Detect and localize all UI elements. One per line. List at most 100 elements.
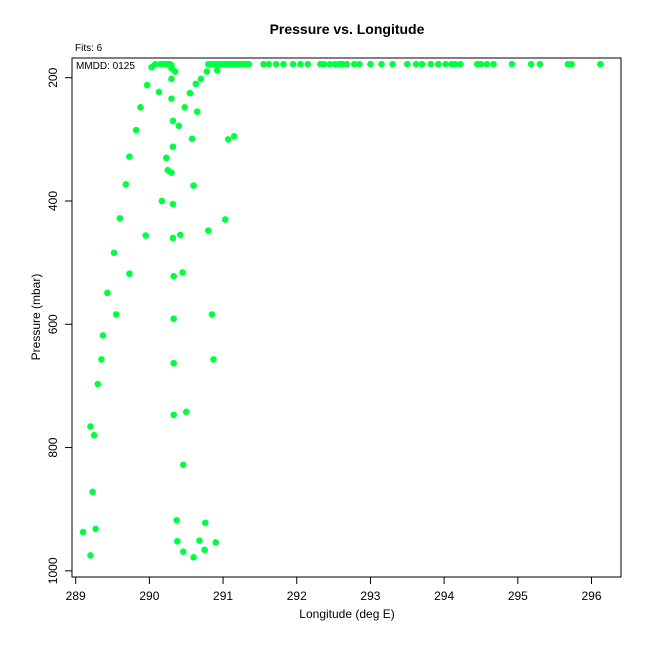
x-axis-label: Longitude (deg E) <box>299 607 394 621</box>
data-point <box>212 539 219 546</box>
data-point <box>203 68 211 75</box>
data-point <box>79 528 87 536</box>
data-point <box>568 60 575 68</box>
data-point <box>224 136 232 143</box>
data-point <box>169 117 177 125</box>
data-point <box>168 95 175 102</box>
data-point <box>403 60 411 68</box>
data-point <box>126 153 133 160</box>
x-tick-label: 291 <box>213 589 233 603</box>
data-point <box>170 359 177 367</box>
data-point <box>210 356 217 363</box>
data-point <box>477 60 485 68</box>
data-point <box>343 60 351 68</box>
data-point <box>201 546 208 554</box>
data-point <box>350 60 358 68</box>
x-tick-label: 294 <box>434 589 454 603</box>
y-axis-label: Pressure (mbar) <box>29 274 43 361</box>
data-point <box>122 181 130 188</box>
data-point <box>155 88 163 96</box>
data-point <box>297 60 304 68</box>
data-point <box>356 60 363 68</box>
data-point <box>116 214 124 222</box>
y-tick-label: 800 <box>46 437 60 457</box>
data-point <box>126 270 133 278</box>
data-point <box>192 80 200 88</box>
data-point <box>418 60 426 68</box>
data-point <box>457 60 464 68</box>
data-point <box>186 89 194 97</box>
data-point <box>326 60 334 68</box>
data-point <box>174 537 181 545</box>
data-point <box>110 249 118 257</box>
data-point <box>427 60 435 68</box>
data-point <box>179 269 186 276</box>
data-point <box>94 380 102 388</box>
data-point <box>87 423 94 430</box>
data-point <box>132 126 140 134</box>
data-point <box>87 552 94 559</box>
x-tick-label: 293 <box>360 589 380 603</box>
data-point <box>190 553 197 561</box>
data-point <box>92 525 99 533</box>
data-point <box>193 108 201 115</box>
data-point <box>304 60 312 68</box>
data-point <box>175 122 183 130</box>
data-point <box>280 60 287 68</box>
data-point <box>163 154 170 162</box>
x-tick-label: 289 <box>66 589 86 603</box>
y-axis: 200 400 600 800 1000 <box>46 67 72 584</box>
data-point <box>181 104 189 111</box>
data-point <box>536 60 544 68</box>
data-point <box>289 60 297 68</box>
data-point <box>508 60 516 68</box>
data-point <box>412 60 420 68</box>
chart-title: Pressure vs. Longitude <box>270 21 425 37</box>
data-point <box>179 461 187 469</box>
data-point <box>367 60 374 68</box>
data-point <box>208 311 216 318</box>
data-point <box>527 60 535 68</box>
data-point <box>260 60 267 68</box>
x-tick-label: 296 <box>582 589 602 603</box>
data-point <box>171 68 179 75</box>
data-point <box>202 519 209 527</box>
data-point <box>213 67 221 74</box>
mmdd-label: MMDD: 0125 <box>76 61 135 72</box>
data-point <box>190 182 197 189</box>
x-axis: 289 290 291 292 293 294 295 296 <box>66 577 602 603</box>
data-point <box>104 289 111 297</box>
data-point <box>169 143 177 151</box>
data-point <box>90 431 98 439</box>
data-point <box>151 60 159 68</box>
x-tick-label: 290 <box>139 589 159 603</box>
data-point <box>182 408 190 416</box>
data-point <box>137 104 144 111</box>
data-point <box>490 60 497 68</box>
data-point <box>221 216 229 223</box>
y-tick-label: 200 <box>46 67 60 87</box>
data-point <box>142 232 149 239</box>
data-points <box>79 60 604 561</box>
data-point <box>169 200 177 208</box>
data-point <box>112 311 120 318</box>
data-point <box>179 548 187 556</box>
data-point <box>597 60 604 68</box>
data-point <box>98 356 105 363</box>
y-tick-label: 600 <box>46 314 60 334</box>
y-tick-label: 400 <box>46 191 60 211</box>
data-point <box>378 60 385 68</box>
fits-label: Fits: 6 <box>75 43 103 54</box>
data-point <box>230 132 238 140</box>
data-point <box>170 315 177 323</box>
data-point <box>320 60 328 68</box>
data-point <box>168 75 175 83</box>
data-point <box>434 60 442 68</box>
data-point <box>272 60 280 68</box>
data-point <box>169 234 177 242</box>
data-point <box>158 197 166 205</box>
data-point <box>196 537 203 544</box>
data-point <box>442 60 449 68</box>
